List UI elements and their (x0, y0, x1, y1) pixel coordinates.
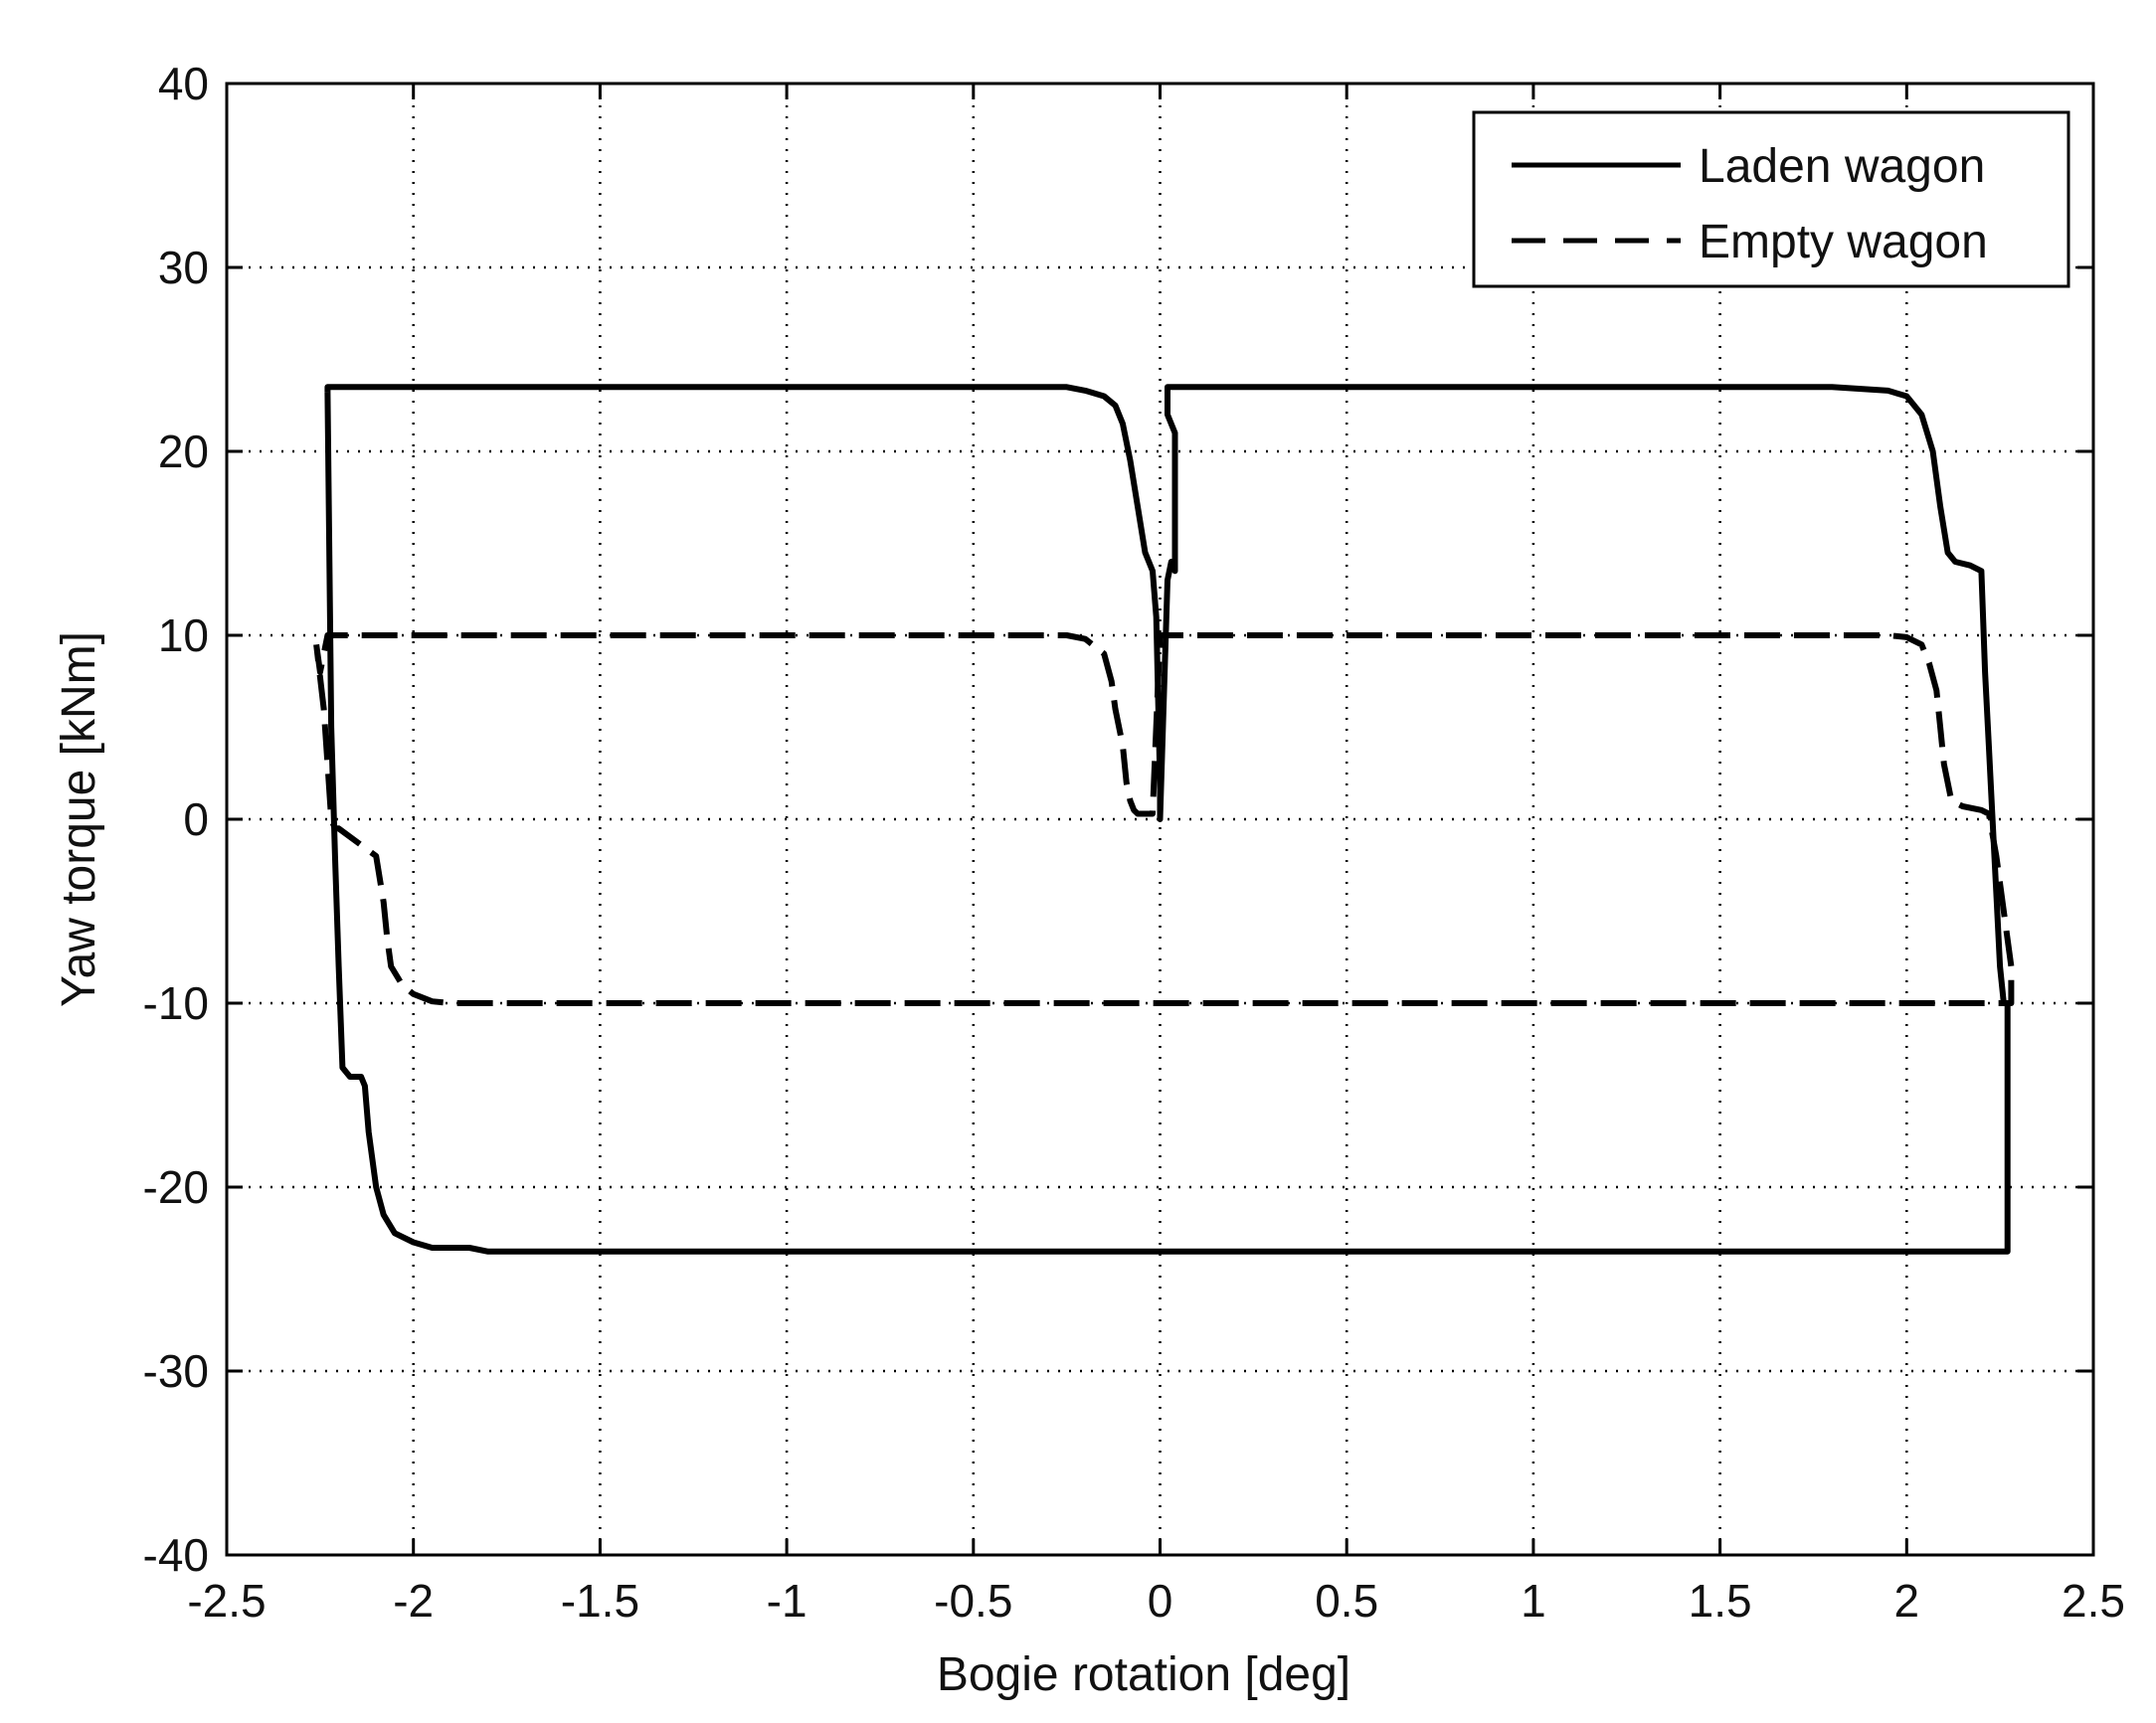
ticks: -2.5 -2 -1.5 -1 -0.5 0 0.5 1 1.5 2 2.5 -40 -30 -20 -10… (143, 58, 2125, 1627)
y-tick-label: -40 (143, 1529, 209, 1581)
y-tick-label: -10 (143, 977, 209, 1029)
x-tick-label: 2 (1894, 1575, 1920, 1627)
y-tick-label: -20 (143, 1161, 209, 1213)
legend-box (1472, 110, 2070, 288)
x-tick-label: -2.5 (187, 1575, 266, 1627)
x-tick-label: -2 (393, 1575, 434, 1627)
series-line-empty-wagon (313, 632, 2015, 1006)
y-tick-label: 30 (158, 242, 209, 293)
legend-label-empty: Empty wagon (1699, 216, 1988, 268)
x-tick-label: 1.5 (1689, 1575, 1752, 1627)
grid (227, 84, 2093, 1555)
x-axis-label: Bogie rotation [deg] (937, 1648, 1350, 1701)
x-tick-label: 0.5 (1315, 1575, 1378, 1627)
legend-label-laden: Laden wagon (1699, 140, 1985, 193)
x-tick-label: 2.5 (2062, 1575, 2125, 1627)
x-tick-label: -1 (767, 1575, 808, 1627)
y-tick-label: 10 (158, 609, 209, 661)
x-tick-label: -0.5 (934, 1575, 1012, 1627)
series-line-laden-wagon (324, 384, 2011, 1255)
x-tick-label: 1 (1521, 1575, 1546, 1627)
series-layer (313, 384, 2015, 1255)
x-tick-label: 0 (1148, 1575, 1173, 1627)
y-axis-label: Yaw torque [kNm] (53, 631, 105, 1007)
x-tick-label: -1.5 (561, 1575, 639, 1627)
legend: Laden wagon Empty wagon (1472, 110, 2070, 288)
y-tick-label: 40 (158, 58, 209, 109)
y-tick-label: -30 (143, 1345, 209, 1397)
y-tick-label: 20 (158, 426, 209, 477)
y-tick-label: 0 (183, 793, 209, 845)
